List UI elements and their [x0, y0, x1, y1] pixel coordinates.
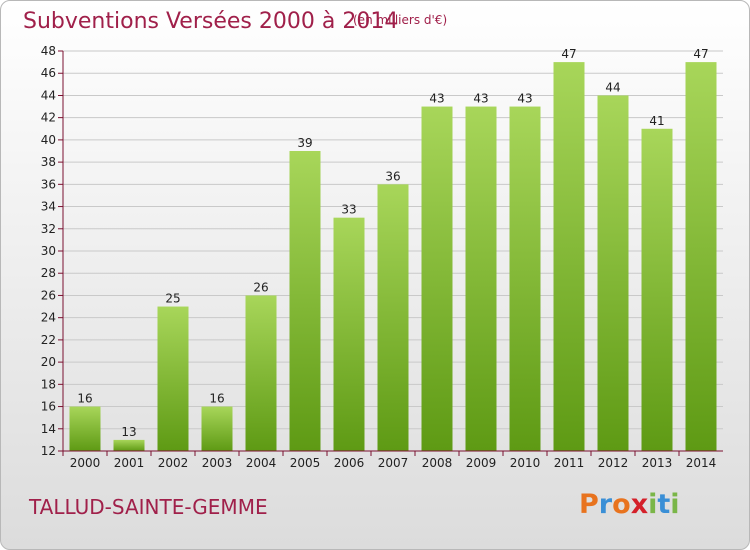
- bar: [465, 106, 497, 452]
- y-tick-label: 12: [41, 444, 56, 458]
- data-label: 41: [649, 114, 664, 128]
- y-tick-label: 32: [41, 222, 56, 236]
- x-tick-label: 2007: [378, 456, 409, 470]
- y-tick-label: 48: [41, 44, 56, 58]
- x-tick-labels: 2000 2001 2002 2003 2004 2005 2006 2007 2008 2009…: [70, 456, 717, 470]
- data-label: 44: [605, 80, 620, 94]
- y-tick-label: 22: [41, 333, 56, 347]
- y-tick-label: 28: [41, 266, 56, 280]
- data-label: 33: [341, 203, 356, 217]
- y-tick-label: 18: [41, 377, 56, 391]
- y-tick-label: 30: [41, 244, 56, 258]
- data-label: 26: [253, 280, 268, 294]
- logo-letter: t: [657, 489, 671, 520]
- x-tick-label: 2012: [598, 456, 629, 470]
- bar: [201, 406, 233, 451]
- x-tick-label: 2004: [246, 456, 277, 470]
- data-label: 47: [693, 47, 708, 61]
- data-label: 39: [297, 136, 312, 150]
- bar: [245, 295, 277, 451]
- data-label: 43: [517, 92, 532, 106]
- y-tick-label: 42: [41, 111, 56, 125]
- x-tick-label: 2011: [554, 456, 585, 470]
- y-tick-label: 24: [41, 311, 56, 325]
- y-tick-label: 16: [41, 400, 56, 414]
- x-tick-label: 2001: [114, 456, 145, 470]
- y-tick-label: 36: [41, 177, 56, 191]
- y-tick-label: 46: [41, 66, 56, 80]
- logo-letter: i: [670, 489, 680, 520]
- x-tick-label: 2008: [422, 456, 453, 470]
- bar: [333, 217, 365, 451]
- data-label: 13: [121, 425, 136, 439]
- bar: [113, 439, 145, 451]
- bar: [157, 306, 189, 451]
- bar: [509, 106, 541, 452]
- y-tick-label: 38: [41, 155, 56, 169]
- x-tick-label: 2009: [466, 456, 497, 470]
- value-labels: 16 13 25 16 26 39 33 36 43 43 43 47 44 41 47: [77, 47, 708, 439]
- y-tick-label: 34: [41, 200, 56, 214]
- bar: [289, 151, 321, 451]
- x-tick-label: 2013: [642, 456, 673, 470]
- x-tick-label: 2000: [70, 456, 101, 470]
- bar: [597, 95, 629, 451]
- commune-name: TALLUD-SAINTE-GEMME: [29, 495, 268, 519]
- data-label: 47: [561, 47, 576, 61]
- bar: [553, 62, 585, 451]
- x-tick-label: 2014: [686, 456, 717, 470]
- bar: [69, 406, 101, 451]
- bar: [377, 184, 409, 452]
- x-tick-label: 2005: [290, 456, 321, 470]
- data-label: 25: [165, 292, 180, 306]
- logo-letter: x: [630, 489, 649, 520]
- proxiti-logo: Proxiti: [579, 489, 680, 520]
- x-tick-label: 2010: [510, 456, 541, 470]
- logo-letter: o: [612, 489, 631, 520]
- data-label: 16: [209, 392, 224, 406]
- data-label: 43: [473, 92, 488, 106]
- chart-title: Subventions Versées 2000 à 2014: [23, 9, 399, 34]
- y-tick-label: 40: [41, 133, 56, 147]
- logo-letter: i: [648, 489, 658, 520]
- x-tick-label: 2002: [158, 456, 189, 470]
- unit-note: (en milliers d'€): [353, 13, 448, 27]
- axes: [62, 51, 723, 452]
- bar: [421, 106, 453, 452]
- data-label: 43: [429, 92, 444, 106]
- y-tick-label: 44: [41, 88, 56, 102]
- logo-letter: P: [579, 489, 599, 520]
- data-label: 36: [385, 169, 400, 183]
- x-tick-label: 2003: [202, 456, 233, 470]
- y-tick-label: 20: [41, 355, 56, 369]
- bar: [685, 62, 717, 451]
- y-tick-label: 26: [41, 288, 56, 302]
- y-tick-label: 14: [41, 422, 56, 436]
- data-label: 16: [77, 392, 92, 406]
- x-tick-label: 2006: [334, 456, 365, 470]
- logo-letter: r: [598, 489, 613, 520]
- bars: [69, 62, 717, 452]
- bar: [641, 128, 673, 451]
- y-tick-labels: 12 14 16 18 20 22 24 26 28 30 32 34 36 38 40 42 44 46 48: [41, 44, 56, 458]
